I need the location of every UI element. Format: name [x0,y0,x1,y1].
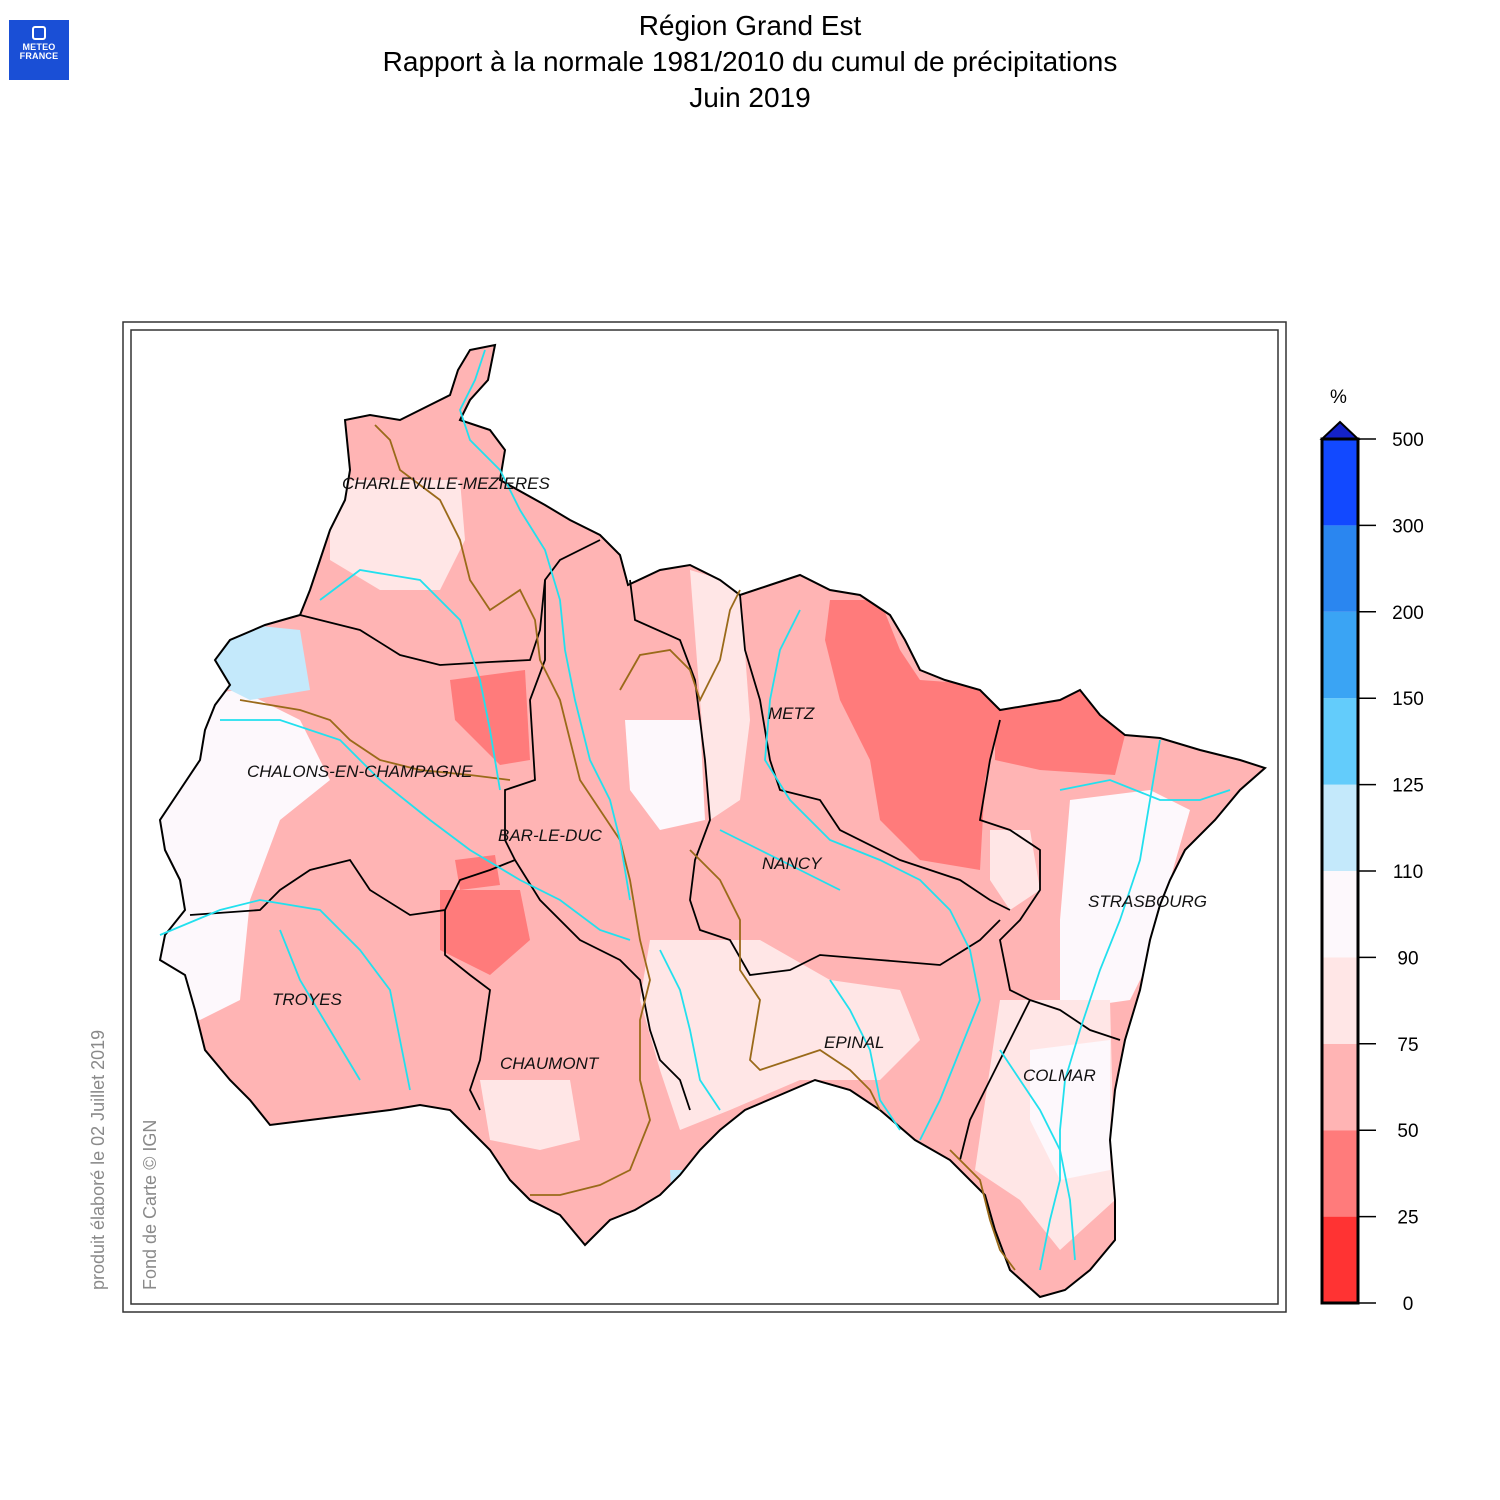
legend-band-90-110 [1322,871,1358,958]
zone-75-90-vosges [640,940,920,1130]
zone-25-50-northeast [995,690,1125,775]
city-chaumont: CHAUMONT [500,1054,600,1073]
boundary-brown-south [689,849,881,1111]
river-meurthe [719,829,841,891]
legend-tick-label: 50 [1397,1121,1418,1142]
river-ill [999,1049,1076,1261]
legend-tick-label: 500 [1392,430,1424,451]
legend-tick-label: 90 [1397,948,1418,969]
legend-unit: % [1330,387,1347,408]
river-saone-tributary [659,949,721,1111]
precipitation-ratio-field [160,345,1265,1297]
river-seine [159,899,411,1091]
logo-emblem-icon [32,26,46,40]
boundary-ardennes-marne [299,539,601,666]
legend-tick-label: 0 [1403,1294,1414,1315]
river-aube [279,929,361,1081]
legend-overflow-arrow [1319,420,1361,440]
legend-tick-label: 25 [1397,1208,1418,1229]
boundary-aube-hautemarne [444,910,491,1111]
legend-band-25-50 [1322,1130,1358,1217]
department-boundaries [189,539,1121,1161]
legend-band-200-300 [1322,525,1358,612]
rivers [159,349,1231,1271]
river-marne [220,719,631,941]
zone-90-110-colmar [1030,1040,1110,1180]
city-metz: METZ [768,704,815,723]
legend-band-50-75 [1322,1043,1358,1131]
river-sarre [1059,779,1231,801]
boundary-moselle-meurthe [739,594,1011,911]
zone-25-50-chalons [450,670,530,765]
city-epinal: EPINAL [824,1033,884,1052]
city-colmar: COLMAR [1023,1066,1096,1085]
zone-90-110-alsace [1060,790,1190,1010]
meteo-france-logo: METEO FRANCE [9,20,69,80]
legend-tick-label: 75 [1397,1035,1418,1056]
city-strasbourg: STRASBOURG [1088,892,1207,911]
city-charleville-mezieres: CHARLEVILLE-MEZIERES [342,474,550,493]
boundary-brown-marne [239,699,511,781]
zone-75-90-small [990,830,1040,910]
legend-tick-label: 125 [1392,776,1424,797]
legend-tick-label: 110 [1393,862,1423,883]
logo-line1: METEO [22,42,56,52]
river-aisne [319,569,501,791]
zone-25-50-troyes-east [440,890,530,975]
map-frame-outer [122,321,1287,1313]
zone-110-125-west [200,620,310,700]
legend-band-75-90 [1322,957,1358,1044]
boundary-brown-southeast [949,1149,1016,1271]
legend-tick-label: 150 [1392,689,1424,710]
color-scale-legend: % 0 25 50 75 90 110 125 150 200 300 500 [1319,387,1424,1315]
legend-band-125-150 [1322,698,1358,785]
boundary-hautemarne-meuse [514,859,691,1111]
zone-25-50-small [455,855,500,890]
city-chalons-en-champagne: CHALONS-EN-CHAMPAGNE [247,762,473,781]
zone-75-90-north [330,480,465,590]
river-rhine [1039,739,1161,1271]
river-moselle-upper [829,979,901,1131]
former-region-boundaries [239,424,1016,1271]
river-moselle [764,609,981,1141]
legend-tick-label: 200 [1392,603,1424,624]
title-region: Région Grand Est [638,10,862,41]
boundary-haut-rhin [959,999,1031,1161]
boundary-brown-west [374,424,651,1196]
zone-110-125-south [670,1170,685,1205]
logo-line2: FRANCE [19,51,59,61]
city-troyes: TROYES [272,990,343,1009]
boundary-meuse-meurthe [629,579,1001,976]
zone-90-110-center [625,720,705,830]
city-nancy: NANCY [762,854,823,873]
river-meuse [459,349,631,901]
legend-band-0-25 [1322,1216,1358,1303]
zone-25-50-moselle [825,600,1000,870]
map-frame-inner [130,329,1279,1305]
legend-band-110-125 [1322,784,1358,871]
legend-band-300-500 [1322,439,1358,526]
boundary-marne-south [189,580,546,916]
zone-90-110-west [160,690,330,1020]
title-period: Juin 2019 [689,82,811,113]
zone-75-90-chaumont [480,1080,580,1150]
city-bar-le-duc: BAR-LE-DUC [498,826,603,845]
title-description: Rapport à la normale 1981/2010 du cumul … [382,46,1118,77]
legend-band-150-200 [1322,611,1358,699]
boundary-brown-north [619,589,741,703]
boundary-bas-rhin [978,719,1121,1041]
legend-tick-label: 300 [1392,516,1424,537]
